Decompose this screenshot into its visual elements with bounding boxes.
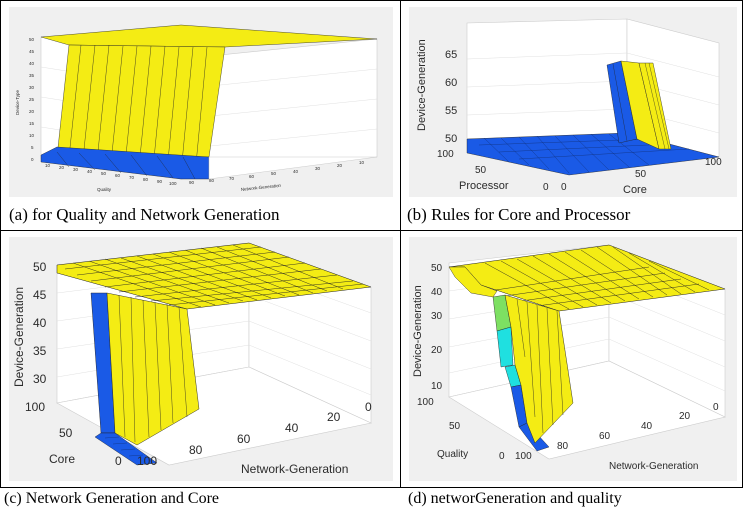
plot-d-ytick: 60 [599,431,611,442]
plot-b-ytick: 0 [561,182,567,193]
plot-a-ytick: 70 [229,176,235,181]
plot-a-ztick: 20 [29,109,35,114]
plot-d-ztick: 20 [431,345,443,356]
plot-a-ztick: 40 [29,61,35,66]
plot-a-xlabel: Quality [97,187,112,192]
plot-b-xtick: 50 [475,165,487,176]
plot-a-xtick: 10 [45,163,51,168]
plot-d-ytick: 0 [713,402,719,413]
plot-a-ztick: 0 [31,157,34,162]
plot-d-ylabel: Network-Generation [609,461,698,472]
plot-c-ytick: 20 [327,410,341,424]
plot-b-ztick: 50 [445,133,457,145]
plot-d-ytick: 100 [515,451,532,462]
caption-c: (c) Network Generation and Core [4,490,220,507]
plot-a-panel: 0 5 10 15 20 25 30 35 40 45 50 Device-Ty… [9,7,393,197]
plot-a-ztick: 30 [29,85,35,90]
plot-c-ztick: 50 [33,260,47,274]
plot-d-ztick: 30 [431,311,443,322]
figure-cell-c: 30 35 40 45 50 Device-Generation 100 50 … [0,230,401,488]
plot-a-xtick: 100 [169,181,177,186]
plot-b-ytick: 50 [635,169,647,180]
plot-a-xtick: 50 [101,171,107,176]
plot-a-xtick: 90 [157,179,163,184]
plot-c-panel: 30 35 40 45 50 Device-Generation 100 50 … [9,237,393,481]
plot-b-ytick: 100 [705,157,722,168]
plot-a-ylabel: Network-Generation [241,183,282,192]
plot-d-zlabel: Device-Generation [412,285,424,377]
plot-a-xtick: 30 [73,167,79,172]
plot-c-xtick: 50 [59,426,73,440]
plot-d-xtick: 100 [417,397,434,408]
plot-d-ztick: 10 [431,381,443,392]
plot-a-ztick: 5 [31,145,34,150]
plot-b-xtick: 0 [543,182,549,193]
plot-a-xtick: 60 [115,173,121,178]
caption-d: (d) networGeneration and quality [408,490,622,507]
plot-c-surface: 30 35 40 45 50 Device-Generation 100 50 … [12,242,372,476]
plot-b-ztick: 55 [445,105,457,117]
plot-a-ytick: 60 [249,174,255,179]
plot-a-surface: 0 5 10 15 20 25 30 35 40 45 50 Device-Ty… [15,24,378,192]
plot-c-ytick: 80 [189,443,203,457]
plot-a-ytick: 40 [293,169,299,174]
plot-b-ylabel: Core [623,184,647,196]
caption-b: (b) Rules for Core and Processor [407,205,631,224]
plot-a-ytick: 10 [359,160,365,165]
plot-d-ytick: 20 [679,411,691,422]
plot-d-panel: 10 20 30 40 50 Device-Generation 100 50 … [409,237,737,481]
plot-a-ztick: 15 [29,121,35,126]
plot-a-xtick: 80 [143,177,149,182]
plot-d-ztick: 40 [431,287,443,298]
plot-b-zlabel: Device-Generation [416,39,428,131]
plot-a-ztick: 10 [29,133,35,138]
plot-c-ytick: 100 [137,454,157,468]
figure-cell-a: 0 5 10 15 20 25 30 35 40 45 50 Device-Ty… [0,0,401,231]
plot-d-xtick: 0 [499,451,505,462]
plot-a-ztick: 25 [29,97,35,102]
figure-cell-b: 50 55 60 65 Device-Generation 100 50 0 P… [400,0,743,231]
plot-a-xtick: 40 [87,169,93,174]
plot-a-ztick: 45 [29,49,35,54]
plot-c-ztick: 40 [33,316,47,330]
plot-a-ytick: 80 [209,178,215,183]
plot-a-xtick: 20 [59,165,65,170]
plot-a-ztick: 35 [29,73,35,78]
plot-b-panel: 50 55 60 65 Device-Generation 100 50 0 P… [409,7,737,197]
plot-d-ytick: 40 [641,421,653,432]
plot-b-xlabel: Processor [459,180,509,192]
plot-a-ztick: 50 [29,37,35,42]
plot-a-xtick: 70 [129,175,135,180]
plot-b-xtick: 100 [437,149,454,160]
plot-a-ytick: 30 [315,166,321,171]
plot-d-ztick: 50 [431,263,443,274]
plot-c-ylabel: Network-Generation [241,462,348,476]
plot-d-xtick: 50 [449,421,461,432]
plot-a-ytick: 50 [271,171,277,176]
plot-c-ytick: 60 [237,432,251,446]
plot-b-surface: 50 55 60 65 Device-Generation 100 50 0 P… [416,18,722,196]
plot-d-xlabel: Quality [437,449,468,460]
plot-b-ztick: 65 [445,49,457,61]
plot-c-ztick: 30 [33,372,47,386]
figure-cell-d: 10 20 30 40 50 Device-Generation 100 50 … [400,230,743,488]
plot-a-zlabel: Device-Type [15,89,20,115]
plot-c-xlabel: Core [49,452,75,466]
plot-c-xtick: 100 [25,400,45,414]
caption-a: (a) for Quality and Network Generation [9,205,280,224]
plot-c-ztick: 45 [33,288,47,302]
plot-c-xtick: 0 [115,454,122,468]
plot-c-ytick: 0 [365,400,372,414]
plot-b-ztick: 60 [445,77,457,89]
plot-d-ytick: 80 [557,441,569,452]
plot-c-ytick: 40 [285,421,299,435]
plot-d-surface: 10 20 30 40 50 Device-Generation 100 50 … [412,244,726,472]
plot-a-ytick: 90 [189,180,195,185]
plot-c-zlabel: Device-Generation [12,287,26,387]
plot-a-ytick: 20 [337,163,343,168]
plot-c-ztick: 35 [33,344,47,358]
